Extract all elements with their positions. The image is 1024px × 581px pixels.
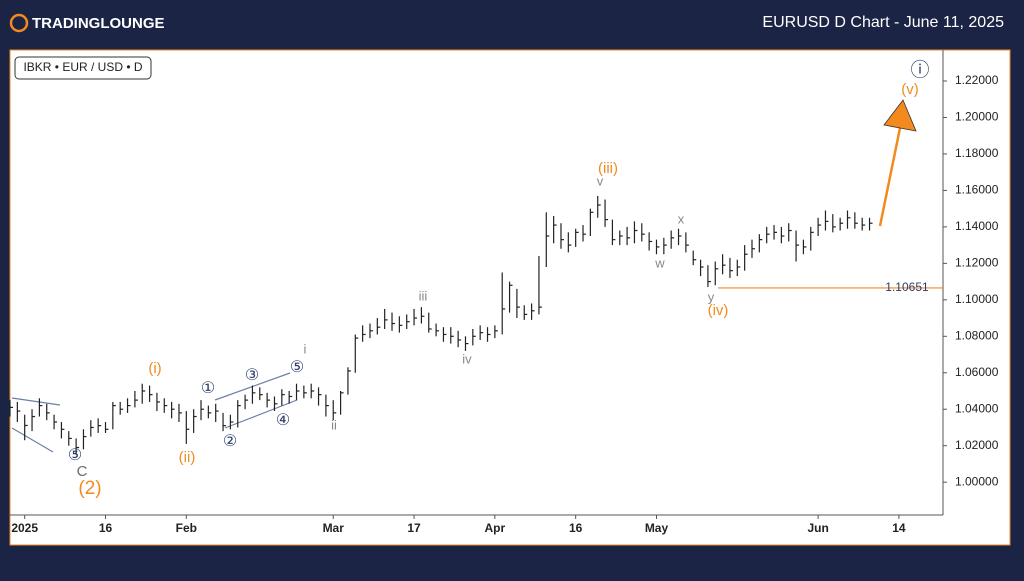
y-tick-label: 1.20000 xyxy=(955,110,999,124)
wave-label: C xyxy=(77,463,88,480)
x-tick-label: 16 xyxy=(569,521,583,535)
y-tick-label: 1.18000 xyxy=(955,146,999,160)
x-tick-label: 14 xyxy=(892,521,906,535)
y-tick-label: 1.08000 xyxy=(955,328,999,342)
y-tick-label: 1.04000 xyxy=(955,401,999,415)
trend-line xyxy=(11,397,61,406)
wave-label: ii xyxy=(331,417,337,432)
wave-label: (i) xyxy=(148,360,161,377)
wave-label: (iii) xyxy=(598,160,618,177)
wave-label: x xyxy=(678,211,685,226)
y-tick-label: 1.22000 xyxy=(955,73,999,87)
wave-label: ③ xyxy=(245,367,259,384)
wave-label: ① xyxy=(201,380,215,397)
wave-label: (v) xyxy=(901,81,919,98)
x-tick-label: Jun xyxy=(807,521,828,535)
projection-arrow xyxy=(878,127,902,227)
wave-label: (2) xyxy=(78,478,101,499)
wave-label: ⑤ xyxy=(68,447,82,464)
x-tick-label: Feb xyxy=(176,521,197,535)
wave-label: i xyxy=(304,341,307,356)
wave-label: iv xyxy=(462,351,472,366)
x-tick-label: 2025 xyxy=(11,521,38,535)
wave-label: y xyxy=(708,289,715,304)
wave-label: ④ xyxy=(276,412,290,429)
y-tick-label: 1.12000 xyxy=(955,256,999,270)
trend-line xyxy=(224,399,298,429)
wave-label: iii xyxy=(419,288,428,303)
wave-label: (ii) xyxy=(179,449,196,466)
x-tick-label: May xyxy=(645,521,669,535)
y-tick-label: 1.02000 xyxy=(955,438,999,452)
wave-label: ⑤ xyxy=(290,359,304,376)
header-title: EURUSD D Chart - June 11, 2025 xyxy=(762,14,1004,31)
x-tick-label: Mar xyxy=(323,521,345,535)
y-tick-label: 1.06000 xyxy=(955,365,999,379)
symbol: IBKR • EUR / USD • D xyxy=(23,60,142,74)
logo: TRADINGLOUNGE xyxy=(32,15,165,32)
y-tick-label: 1.14000 xyxy=(955,219,999,233)
x-tick-label: 17 xyxy=(407,521,421,535)
arrow-head xyxy=(883,99,917,132)
symbol-box xyxy=(14,56,152,80)
wave-label: ⓘ xyxy=(910,59,929,81)
y-tick-label: 1.00000 xyxy=(955,474,999,488)
y-tick-label: 1.10000 xyxy=(955,292,999,306)
x-tick-label: Apr xyxy=(485,521,506,535)
wave-label: (iv) xyxy=(708,302,729,319)
x-tick-label: 16 xyxy=(99,521,113,535)
wave-label: w xyxy=(654,255,665,270)
wave-label: ② xyxy=(223,433,237,450)
logo-icon xyxy=(9,13,29,33)
level-label: 1.10651 xyxy=(885,280,929,294)
y-tick-label: 1.16000 xyxy=(955,183,999,197)
trend-line xyxy=(11,427,54,453)
wave-label: v xyxy=(597,173,604,188)
